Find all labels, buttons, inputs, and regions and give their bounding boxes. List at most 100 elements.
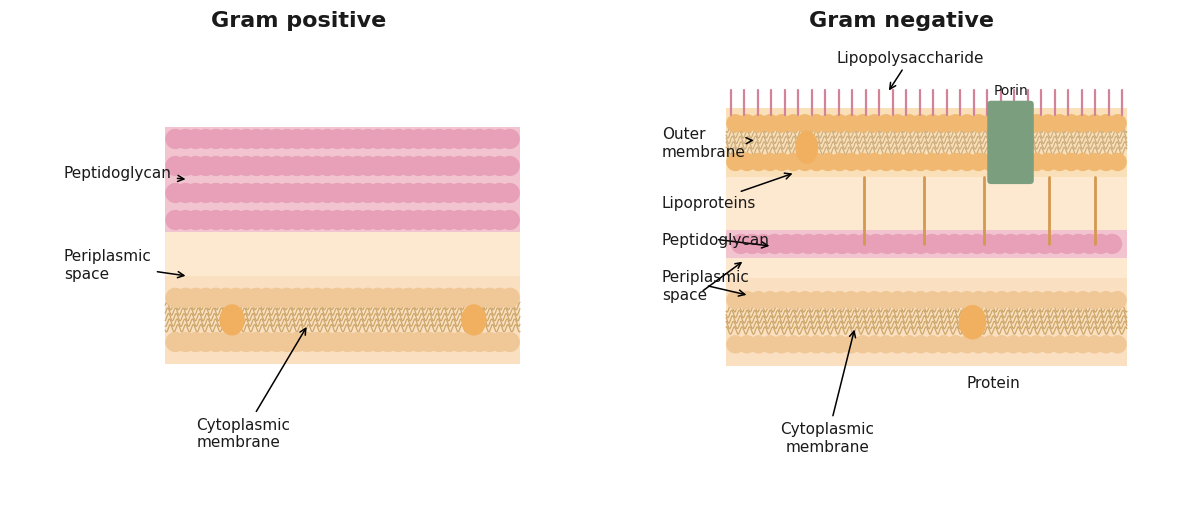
Circle shape <box>935 115 953 133</box>
Circle shape <box>1004 154 1022 172</box>
Circle shape <box>408 288 428 309</box>
Circle shape <box>439 211 460 231</box>
Circle shape <box>1015 154 1034 172</box>
Circle shape <box>236 130 257 150</box>
Circle shape <box>784 115 803 133</box>
Circle shape <box>296 183 317 204</box>
Bar <box>726 178 1127 286</box>
Circle shape <box>738 291 756 310</box>
Circle shape <box>469 332 490 352</box>
Circle shape <box>490 211 510 231</box>
Circle shape <box>842 115 860 133</box>
Circle shape <box>888 291 907 310</box>
Circle shape <box>469 183 490 204</box>
Circle shape <box>368 183 388 204</box>
Circle shape <box>337 288 358 309</box>
Circle shape <box>830 154 848 172</box>
Circle shape <box>1057 234 1078 255</box>
Circle shape <box>1097 115 1115 133</box>
Circle shape <box>1097 154 1115 172</box>
Circle shape <box>922 234 942 255</box>
Circle shape <box>337 130 358 150</box>
Circle shape <box>449 211 469 231</box>
Circle shape <box>358 157 378 177</box>
Circle shape <box>378 288 398 309</box>
Circle shape <box>784 335 803 354</box>
Circle shape <box>439 288 460 309</box>
Circle shape <box>287 157 307 177</box>
Circle shape <box>1027 335 1045 354</box>
Circle shape <box>175 130 196 150</box>
Circle shape <box>398 332 419 352</box>
Circle shape <box>236 332 257 352</box>
Circle shape <box>900 291 918 310</box>
Circle shape <box>337 332 358 352</box>
Circle shape <box>277 157 296 177</box>
Circle shape <box>277 211 296 231</box>
Title: Gram positive: Gram positive <box>211 11 386 31</box>
Circle shape <box>726 291 745 310</box>
Circle shape <box>1012 234 1032 255</box>
Circle shape <box>307 332 328 352</box>
Circle shape <box>337 183 358 204</box>
Circle shape <box>877 234 898 255</box>
Circle shape <box>175 211 196 231</box>
Circle shape <box>970 291 988 310</box>
Circle shape <box>166 211 186 231</box>
Circle shape <box>1015 335 1034 354</box>
Circle shape <box>1074 291 1092 310</box>
Circle shape <box>958 291 977 310</box>
Circle shape <box>358 211 378 231</box>
Circle shape <box>761 291 779 310</box>
Circle shape <box>818 291 838 310</box>
Circle shape <box>1109 335 1127 354</box>
Circle shape <box>449 288 469 309</box>
Circle shape <box>775 234 796 255</box>
Circle shape <box>742 234 762 255</box>
Circle shape <box>398 288 419 309</box>
Circle shape <box>317 288 337 309</box>
Circle shape <box>947 291 965 310</box>
Circle shape <box>842 335 860 354</box>
Circle shape <box>923 154 942 172</box>
Circle shape <box>935 154 953 172</box>
Circle shape <box>1039 154 1057 172</box>
Circle shape <box>1068 234 1088 255</box>
Circle shape <box>317 157 337 177</box>
Circle shape <box>257 130 277 150</box>
Circle shape <box>428 211 449 231</box>
Circle shape <box>912 335 930 354</box>
Circle shape <box>378 332 398 352</box>
Circle shape <box>1109 115 1127 133</box>
Circle shape <box>970 154 988 172</box>
Circle shape <box>368 288 388 309</box>
Circle shape <box>175 183 196 204</box>
Circle shape <box>236 183 257 204</box>
Circle shape <box>865 291 883 310</box>
Circle shape <box>358 288 378 309</box>
Circle shape <box>479 130 499 150</box>
Circle shape <box>216 288 236 309</box>
Circle shape <box>257 157 277 177</box>
Circle shape <box>1074 335 1092 354</box>
Circle shape <box>1034 234 1055 255</box>
Circle shape <box>796 291 814 310</box>
Circle shape <box>1085 154 1104 172</box>
Circle shape <box>175 157 196 177</box>
Circle shape <box>990 234 1009 255</box>
Circle shape <box>992 154 1010 172</box>
Circle shape <box>186 332 206 352</box>
Circle shape <box>186 183 206 204</box>
Circle shape <box>206 130 226 150</box>
Circle shape <box>900 234 919 255</box>
Circle shape <box>1109 291 1127 310</box>
Circle shape <box>844 234 864 255</box>
Circle shape <box>1027 291 1045 310</box>
Circle shape <box>980 115 1000 133</box>
Circle shape <box>206 332 226 352</box>
Circle shape <box>980 154 1000 172</box>
Circle shape <box>900 115 918 133</box>
Circle shape <box>296 332 317 352</box>
Circle shape <box>923 115 942 133</box>
Circle shape <box>307 288 328 309</box>
